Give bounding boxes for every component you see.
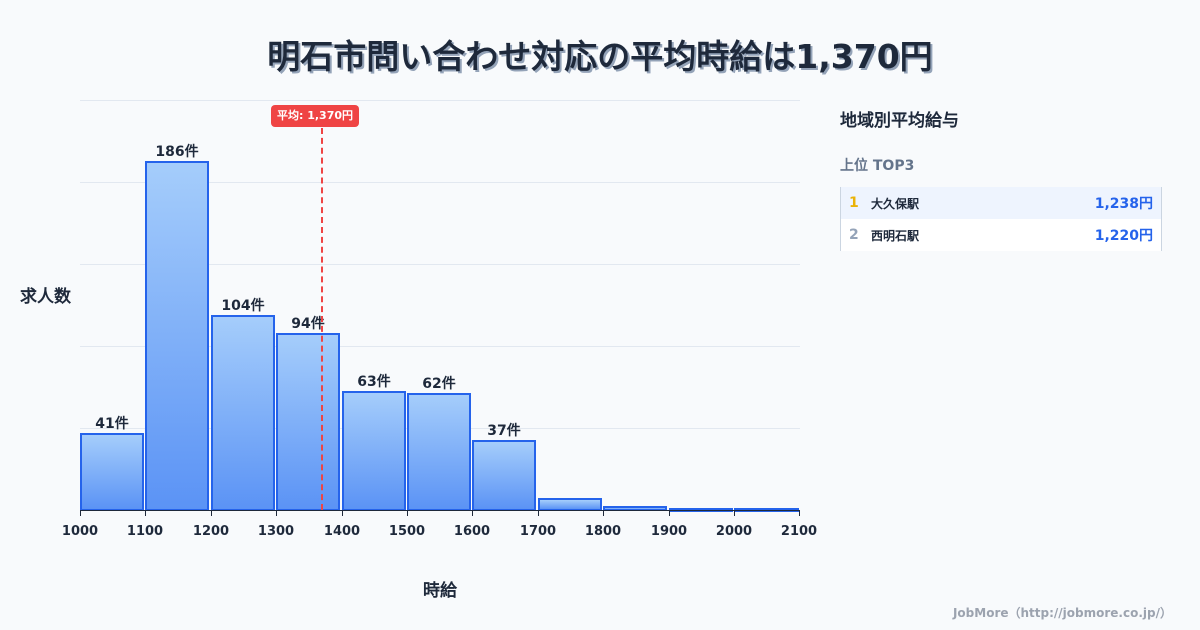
x-tick bbox=[603, 510, 604, 516]
bar-label: 37件 bbox=[487, 423, 521, 439]
x-tick-label: 1700 bbox=[519, 524, 557, 539]
x-tick bbox=[538, 510, 539, 516]
x-tick bbox=[472, 510, 473, 516]
x-tick-label: 1000 bbox=[61, 524, 99, 539]
bar-1300 bbox=[276, 333, 340, 511]
rank-row: 1 大久保駅 1,238円 bbox=[841, 187, 1161, 219]
bar-1000 bbox=[80, 433, 144, 511]
x-tick-label: 1100 bbox=[126, 524, 164, 539]
x-tick-label: 1300 bbox=[257, 524, 295, 539]
bar-1100 bbox=[145, 161, 209, 511]
bar-1500 bbox=[407, 393, 471, 511]
gridline bbox=[80, 182, 800, 183]
x-tick bbox=[211, 510, 212, 516]
x-tick-label: 2100 bbox=[780, 524, 818, 539]
bar-label: 63件 bbox=[357, 374, 391, 390]
x-tick bbox=[669, 510, 670, 516]
page-title: 明石市問い合わせ対応の平均時給は1,370円 bbox=[267, 37, 933, 76]
rank-row: 2 西明石駅 1,220円 bbox=[841, 219, 1161, 251]
panel-subtitle: 上位 TOP3 bbox=[840, 158, 915, 174]
bar-1400 bbox=[342, 391, 406, 511]
x-tick-label: 1900 bbox=[650, 524, 688, 539]
bar-label: 41件 bbox=[95, 416, 129, 432]
station-name: 西明石駅 bbox=[871, 228, 920, 243]
x-tick bbox=[276, 510, 277, 516]
gridline bbox=[80, 100, 800, 101]
average-line bbox=[321, 128, 323, 510]
x-tick-label: 1400 bbox=[323, 524, 361, 539]
panel-title: 地域別平均給与 bbox=[840, 111, 959, 131]
x-tick bbox=[342, 510, 343, 516]
rank-list: 1 大久保駅 1,238円 2 西明石駅 1,220円 bbox=[840, 187, 1162, 251]
bar-label: 94件 bbox=[291, 316, 325, 332]
source-credit: JobMore（http://jobmore.co.jp/） bbox=[952, 606, 1172, 620]
gridline bbox=[80, 346, 800, 347]
average-wage: 1,238円 bbox=[1094, 196, 1153, 212]
x-tick-label: 2000 bbox=[715, 524, 753, 539]
average-badge: 平均: 1,370円 bbox=[271, 105, 360, 127]
bar-label: 186件 bbox=[155, 144, 199, 160]
average-wage: 1,220円 bbox=[1094, 228, 1153, 244]
bar-1200 bbox=[211, 315, 275, 511]
bar-label: 104件 bbox=[221, 298, 265, 314]
x-tick-label: 1200 bbox=[192, 524, 230, 539]
x-tick bbox=[80, 510, 81, 516]
station-name: 大久保駅 bbox=[871, 196, 920, 211]
gridline bbox=[80, 264, 800, 265]
x-tick bbox=[734, 510, 735, 516]
x-axis-line bbox=[80, 510, 800, 511]
regional-salary-panel: 地域別平均給与 上位 TOP3 1 大久保駅 1,238円 2 西明石駅 1,2… bbox=[840, 100, 1162, 251]
x-tick-label: 1800 bbox=[584, 524, 622, 539]
x-tick bbox=[407, 510, 408, 516]
x-tick-label: 1500 bbox=[388, 524, 426, 539]
x-axis-label: 時給 bbox=[423, 581, 457, 601]
rank-number: 1 bbox=[849, 195, 859, 211]
x-tick bbox=[799, 510, 800, 516]
histogram-chart: 求人数 41件 186件 104件 94件 63件 62件 37件 平均: 1,… bbox=[20, 100, 818, 601]
bar-1600 bbox=[472, 440, 536, 511]
x-tick-label: 1600 bbox=[453, 524, 491, 539]
rank-number: 2 bbox=[849, 227, 859, 243]
bar-label: 62件 bbox=[422, 376, 456, 392]
x-tick bbox=[145, 510, 146, 516]
y-axis-label: 求人数 bbox=[20, 287, 71, 307]
